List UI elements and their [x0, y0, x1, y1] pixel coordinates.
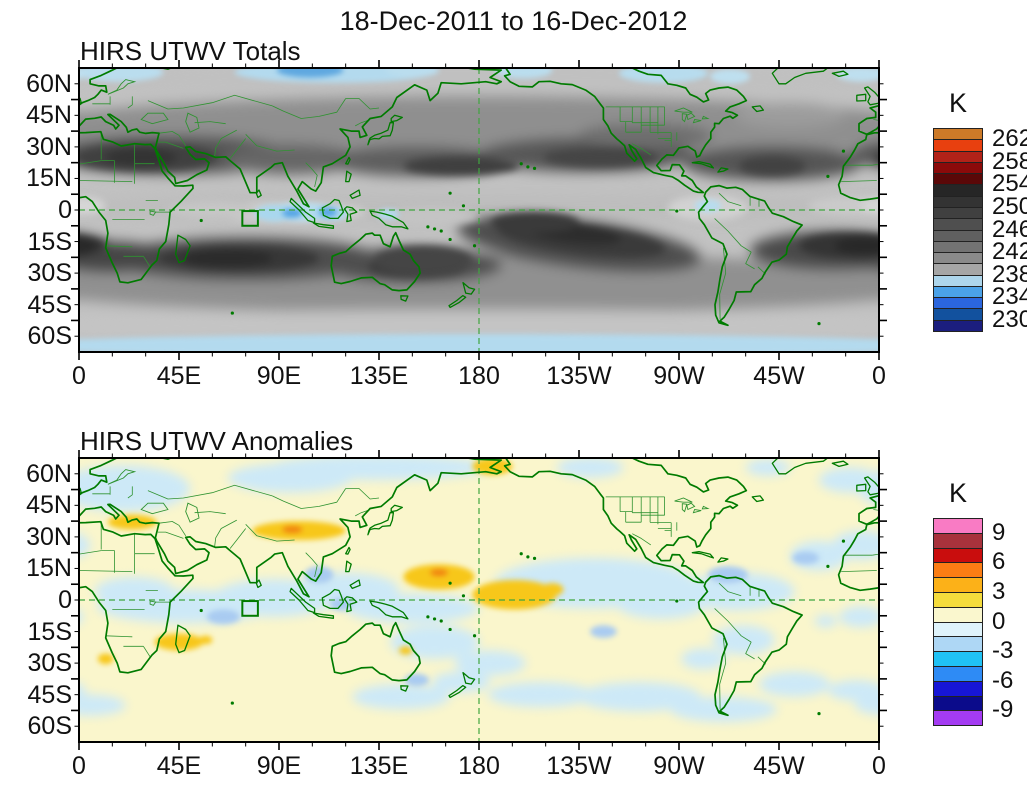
- map-totals: [71, 60, 887, 360]
- colorbar-unit-anomalies: K: [948, 478, 967, 508]
- colorbar-swatch: [933, 666, 983, 682]
- lon-tick-label: 90W: [653, 362, 705, 390]
- colorbar-tick-label: 234: [992, 283, 1027, 311]
- lat-tick-label: 30S: [27, 649, 72, 678]
- colorbar-tick-label: 3: [992, 578, 1006, 605]
- colorbar-swatch: [933, 592, 983, 608]
- lat-tick-label: 60S: [27, 322, 72, 351]
- colorbar-tick-label: 0: [992, 607, 1006, 635]
- colorbar-swatch: [933, 547, 983, 564]
- lon-tick-label: 135E: [349, 752, 409, 780]
- colorbar-swatch: [933, 606, 983, 623]
- colorbar-swatch: [933, 319, 983, 333]
- lat-tick-label: 15N: [26, 164, 72, 193]
- colorbar-tick-label: 258: [992, 147, 1027, 175]
- lat-tick-label: 15S: [27, 227, 72, 256]
- panel-title-anomalies: HIRS UTWV Anomalies: [80, 426, 354, 456]
- colorbar-tick-label: 254: [992, 170, 1027, 198]
- lat-tick-label: 15N: [26, 554, 72, 583]
- lat-tick-label: 0: [58, 586, 72, 614]
- colorbar-tick-label: 246: [992, 215, 1027, 243]
- colorbar-tick-label: 6: [992, 548, 1006, 576]
- lat-tick-label: 45N: [26, 491, 72, 520]
- colorbar-swatch: [933, 695, 983, 712]
- colorbar-swatch: [933, 621, 983, 638]
- lon-tick-label: 135W: [546, 752, 612, 780]
- map-anomalies: [71, 450, 887, 750]
- lat-tick-label: 45N: [26, 101, 72, 130]
- colorbar-swatch: [933, 680, 983, 697]
- lon-tick-label: 45E: [156, 752, 202, 780]
- lat-tick-label: 30N: [26, 132, 72, 161]
- colorbar-tick-label: 238: [992, 260, 1027, 288]
- colorbar-unit-totals: K: [948, 88, 967, 118]
- lon-tick-label: 45E: [156, 362, 202, 390]
- lat-tick-label: 30S: [27, 259, 72, 288]
- colorbar-tick-label: 250: [992, 192, 1027, 220]
- lat-tick-label: 30N: [26, 522, 72, 551]
- colorbar-swatch: [933, 636, 983, 653]
- lat-tick-label: 60S: [27, 712, 72, 741]
- lon-tick-label: 90W: [653, 752, 705, 780]
- panel-title-totals: HIRS UTWV Totals: [80, 36, 301, 66]
- lon-tick-label: 0: [872, 752, 886, 780]
- colorbar-swatch: [933, 651, 983, 667]
- lon-tick-label: 0: [872, 362, 886, 390]
- lon-tick-label: 45W: [753, 362, 805, 390]
- lat-tick-label: 60N: [26, 69, 72, 98]
- colorbar-tick-label: 9: [992, 518, 1006, 546]
- lon-tick-label: 90E: [256, 752, 302, 780]
- lat-tick-label: 45S: [27, 290, 72, 319]
- colorbar-swatch: [933, 518, 983, 534]
- colorbar-tick-label: -6: [992, 666, 1014, 694]
- colorbar-swatch: [933, 577, 983, 593]
- main-title: 18-Dec-2011 to 16-Dec-2012: [339, 6, 688, 36]
- lat-tick-label: 45S: [27, 680, 72, 709]
- colorbar-swatch: [933, 532, 983, 549]
- colorbar-tick-label: 242: [992, 238, 1027, 266]
- lon-tick-label: 180: [458, 362, 500, 390]
- colorbar-swatch: [933, 710, 983, 727]
- colorbar-tick-label: -9: [992, 696, 1014, 724]
- lon-tick-label: 180: [458, 752, 500, 780]
- lon-tick-label: 135E: [349, 362, 409, 390]
- lat-tick-label: 15S: [27, 617, 72, 646]
- lon-tick-label: 0: [72, 752, 86, 780]
- lat-tick-label: 0: [58, 196, 72, 224]
- colorbar-tick-label: 262: [992, 125, 1027, 153]
- lat-tick-label: 60N: [26, 459, 72, 488]
- lon-tick-label: 135W: [546, 362, 612, 390]
- lon-tick-label: 45W: [753, 752, 805, 780]
- lon-tick-label: 0: [72, 362, 86, 390]
- lon-tick-label: 90E: [256, 362, 302, 390]
- colorbar-tick-label: -3: [992, 637, 1014, 665]
- colorbar-swatch: [933, 562, 983, 579]
- colorbar-tick-label: 230: [992, 305, 1027, 333]
